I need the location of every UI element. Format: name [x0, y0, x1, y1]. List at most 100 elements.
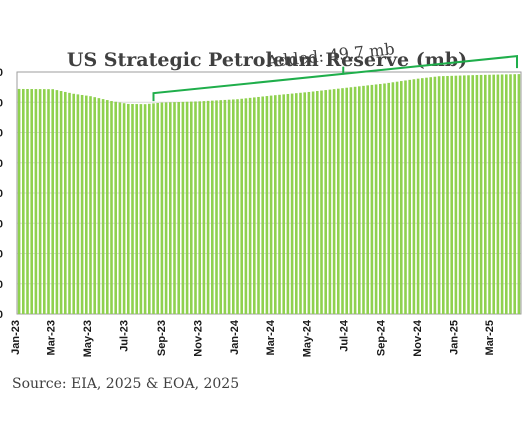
- bar: [76, 94, 80, 314]
- bar: [93, 97, 97, 314]
- bar: [420, 78, 424, 315]
- bar: [210, 100, 214, 315]
- x-tick-label: Jan-23: [10, 320, 22, 355]
- bar: [408, 79, 412, 315]
- y-tick-label: 200: [0, 188, 3, 200]
- bar: [261, 96, 265, 314]
- y-tick-label: 300: [0, 128, 3, 140]
- bar: [500, 74, 504, 314]
- x-tick-label: Nov-23: [193, 320, 205, 357]
- bar: [194, 101, 197, 314]
- bar: [303, 92, 307, 314]
- bar: [89, 96, 92, 314]
- bar: [84, 95, 88, 314]
- bar: [450, 75, 454, 314]
- bar: [38, 89, 42, 314]
- bar: [265, 96, 269, 314]
- bar: [227, 99, 231, 314]
- x-tick-label: Sep-23: [156, 320, 168, 356]
- bar: [399, 81, 403, 314]
- x-tick-label: Mar-25: [484, 320, 496, 355]
- bar: [273, 95, 277, 314]
- bar: [202, 101, 206, 314]
- bar: [299, 92, 302, 314]
- bar: [257, 96, 260, 314]
- bar: [26, 89, 29, 314]
- x-axis: Jan-23 Mar-23 May-23 Jul-23 Sep-23 Nov-23 Jan-…: [10, 319, 496, 357]
- x-tick-label: Mar-23: [46, 320, 58, 355]
- bar: [282, 94, 286, 314]
- bar: [278, 94, 281, 314]
- bar: [433, 76, 437, 315]
- y-axis: 0 50 100 150 200 250 300 350 400: [0, 67, 3, 321]
- bar: [72, 93, 76, 314]
- bar: [488, 74, 491, 314]
- bar: [252, 97, 256, 314]
- bar: [219, 100, 223, 315]
- bar: [198, 101, 202, 314]
- bar: [353, 86, 357, 315]
- bar: [475, 75, 479, 315]
- bar: [509, 74, 512, 314]
- bar: [147, 103, 151, 315]
- bar: [341, 88, 344, 314]
- bar: [454, 75, 458, 314]
- bar: [160, 102, 164, 315]
- bar: [139, 104, 143, 314]
- x-tick-label: Mar-24: [265, 319, 277, 355]
- bar: [513, 74, 517, 314]
- bar: [30, 89, 34, 314]
- bar: [110, 101, 113, 314]
- bar: [357, 86, 361, 315]
- bar: [362, 85, 365, 314]
- plot-border: [16, 71, 522, 315]
- bar: [366, 85, 370, 314]
- bar: [349, 87, 353, 314]
- bar: [173, 102, 176, 314]
- bar: [416, 78, 420, 314]
- y-tick-label: 400: [0, 67, 3, 79]
- bar: [462, 75, 466, 314]
- bar: [135, 104, 139, 314]
- bar: [168, 102, 172, 315]
- bar: [114, 101, 118, 315]
- bar: [315, 91, 319, 314]
- bar: [244, 98, 248, 314]
- bar: [105, 100, 109, 315]
- bar-series: [17, 74, 521, 315]
- bar: [185, 101, 189, 314]
- x-tick-label: May-23: [82, 320, 94, 357]
- bar: [483, 74, 487, 314]
- x-tick-label: Jan-25: [449, 320, 461, 355]
- bar: [370, 84, 374, 314]
- bar: [164, 102, 168, 314]
- bar: [248, 97, 252, 315]
- bracket-line: [152, 55, 518, 102]
- bar: [345, 87, 349, 314]
- bar: [215, 100, 218, 314]
- bar: [97, 98, 101, 314]
- bar: [328, 89, 332, 315]
- bar: [236, 99, 239, 314]
- x-tick-label: May-24: [302, 319, 314, 357]
- bar: [441, 76, 445, 314]
- y-tick-label: 100: [0, 249, 3, 261]
- bar: [101, 99, 105, 314]
- y-tick-label: 50: [0, 279, 3, 291]
- bar: [17, 88, 21, 314]
- bar: [51, 89, 55, 314]
- bar: [374, 84, 378, 314]
- bar: [240, 98, 244, 315]
- bar: [378, 83, 382, 315]
- added-bracket: [152, 55, 518, 102]
- bar: [290, 93, 294, 314]
- bar: [324, 90, 328, 314]
- bar: [496, 74, 500, 314]
- bar: [59, 91, 63, 314]
- y-tick-label: 150: [0, 218, 3, 230]
- bar: [206, 100, 210, 314]
- bar: [307, 91, 311, 314]
- bar: [118, 102, 122, 314]
- x-tick-label: Jul-24: [338, 319, 350, 352]
- bar: [223, 99, 227, 314]
